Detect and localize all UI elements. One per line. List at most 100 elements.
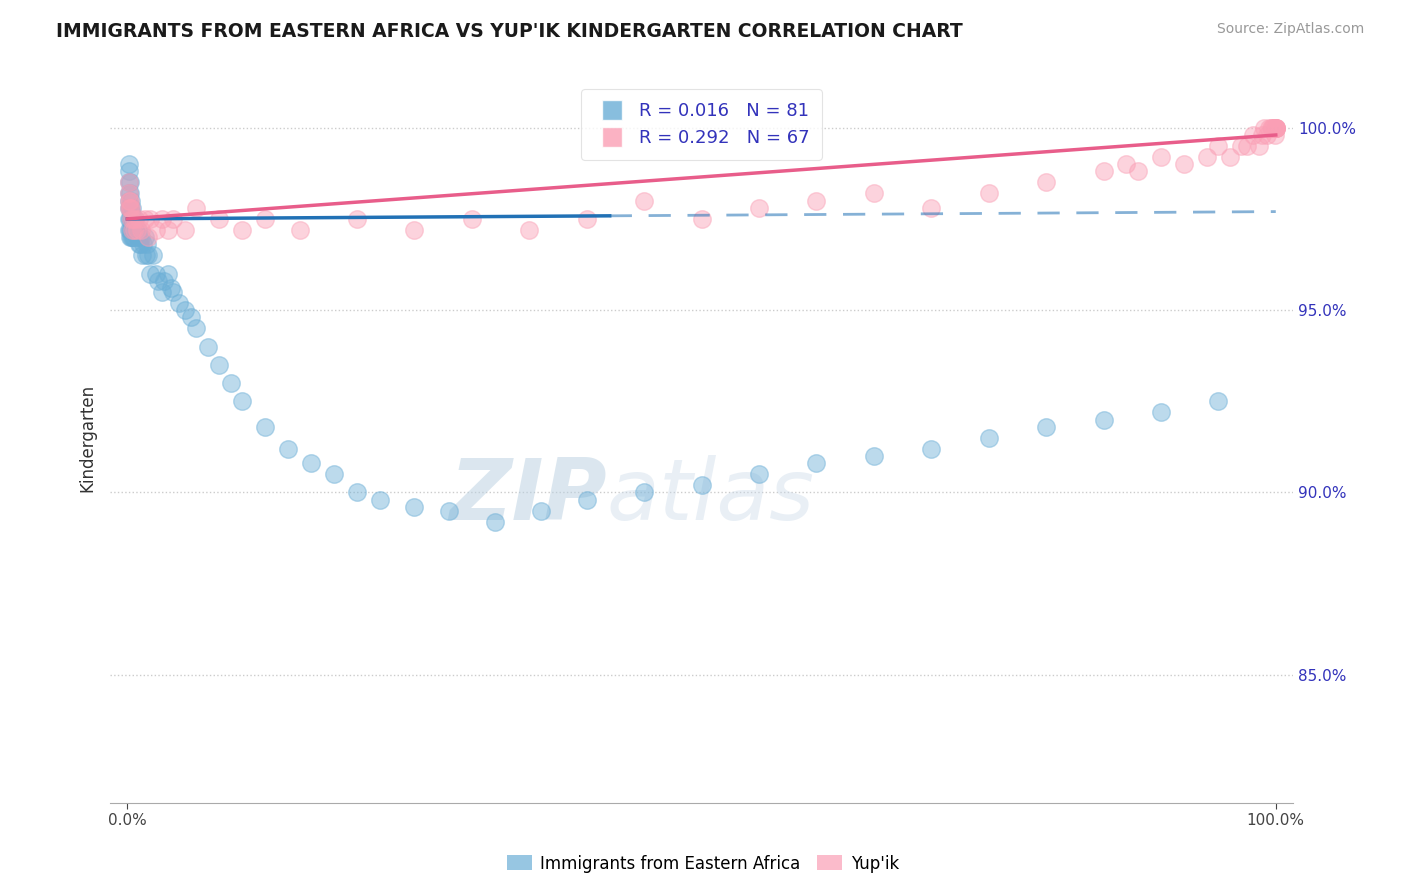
Point [156,223,179,237]
Point [121,223,143,237]
Point [118,186,141,201]
Point [173,223,195,237]
Point [484,515,506,529]
Point [346,485,368,500]
Point [120,201,142,215]
Point [633,194,655,208]
Point [748,467,770,482]
Point [136,248,159,262]
Point [122,230,145,244]
Point [806,194,828,208]
Point [277,442,299,456]
Point [323,467,346,482]
Point [1263,120,1285,135]
Point [127,223,149,237]
Point [131,248,153,262]
Point [1219,150,1241,164]
Text: Source: ZipAtlas.com: Source: ZipAtlas.com [1216,22,1364,37]
Point [117,211,139,226]
Point [977,431,1000,445]
Point [128,230,150,244]
Point [197,340,219,354]
Point [180,310,202,325]
Point [1035,175,1057,189]
Point [1264,120,1286,135]
Point [153,274,176,288]
Point [145,223,167,237]
Point [139,267,162,281]
Point [142,248,165,262]
Point [118,201,141,215]
Point [1251,128,1274,142]
Point [1264,128,1286,142]
Point [122,211,145,226]
Point [120,211,142,226]
Point [208,211,231,226]
Point [134,230,156,244]
Point [122,223,145,237]
Point [118,201,141,215]
Point [129,237,152,252]
Point [299,456,322,470]
Point [124,223,146,237]
Text: atlas: atlas [607,455,815,538]
Point [231,394,253,409]
Point [120,230,142,244]
Point [1236,139,1258,153]
Point [121,211,143,226]
Point [156,267,179,281]
Point [748,201,770,215]
Point [1092,412,1115,426]
Point [132,237,155,252]
Point [1264,120,1286,135]
Point [1261,120,1284,135]
Point [150,211,173,226]
Point [150,285,173,299]
Point [219,376,242,390]
Point [124,230,146,244]
Point [1247,139,1270,153]
Point [120,211,142,226]
Point [346,211,368,226]
Point [120,223,142,237]
Point [129,223,152,237]
Point [1208,394,1230,409]
Point [1115,157,1137,171]
Point [1260,120,1282,135]
Point [125,223,148,237]
Point [124,223,146,237]
Point [118,223,141,237]
Point [117,223,139,237]
Point [1092,164,1115,178]
Point [1253,120,1275,135]
Point [162,211,184,226]
Point [145,267,167,281]
Point [437,504,460,518]
Point [1035,419,1057,434]
Point [162,285,184,299]
Point [136,230,159,244]
Point [117,164,139,178]
Point [1195,150,1218,164]
Point [1150,405,1173,419]
Point [517,223,540,237]
Point [977,186,1000,201]
Point [288,223,311,237]
Point [120,194,142,208]
Point [117,201,139,215]
Text: ZIP: ZIP [450,455,607,538]
Point [160,281,183,295]
Point [117,201,139,215]
Point [1126,164,1149,178]
Point [117,194,139,208]
Point [117,175,139,189]
Point [121,223,143,237]
Point [135,237,157,252]
Point [121,201,143,215]
Point [920,201,942,215]
Point [118,230,141,244]
Point [173,303,195,318]
Point [124,223,146,237]
Point [122,211,145,226]
Point [863,186,886,201]
